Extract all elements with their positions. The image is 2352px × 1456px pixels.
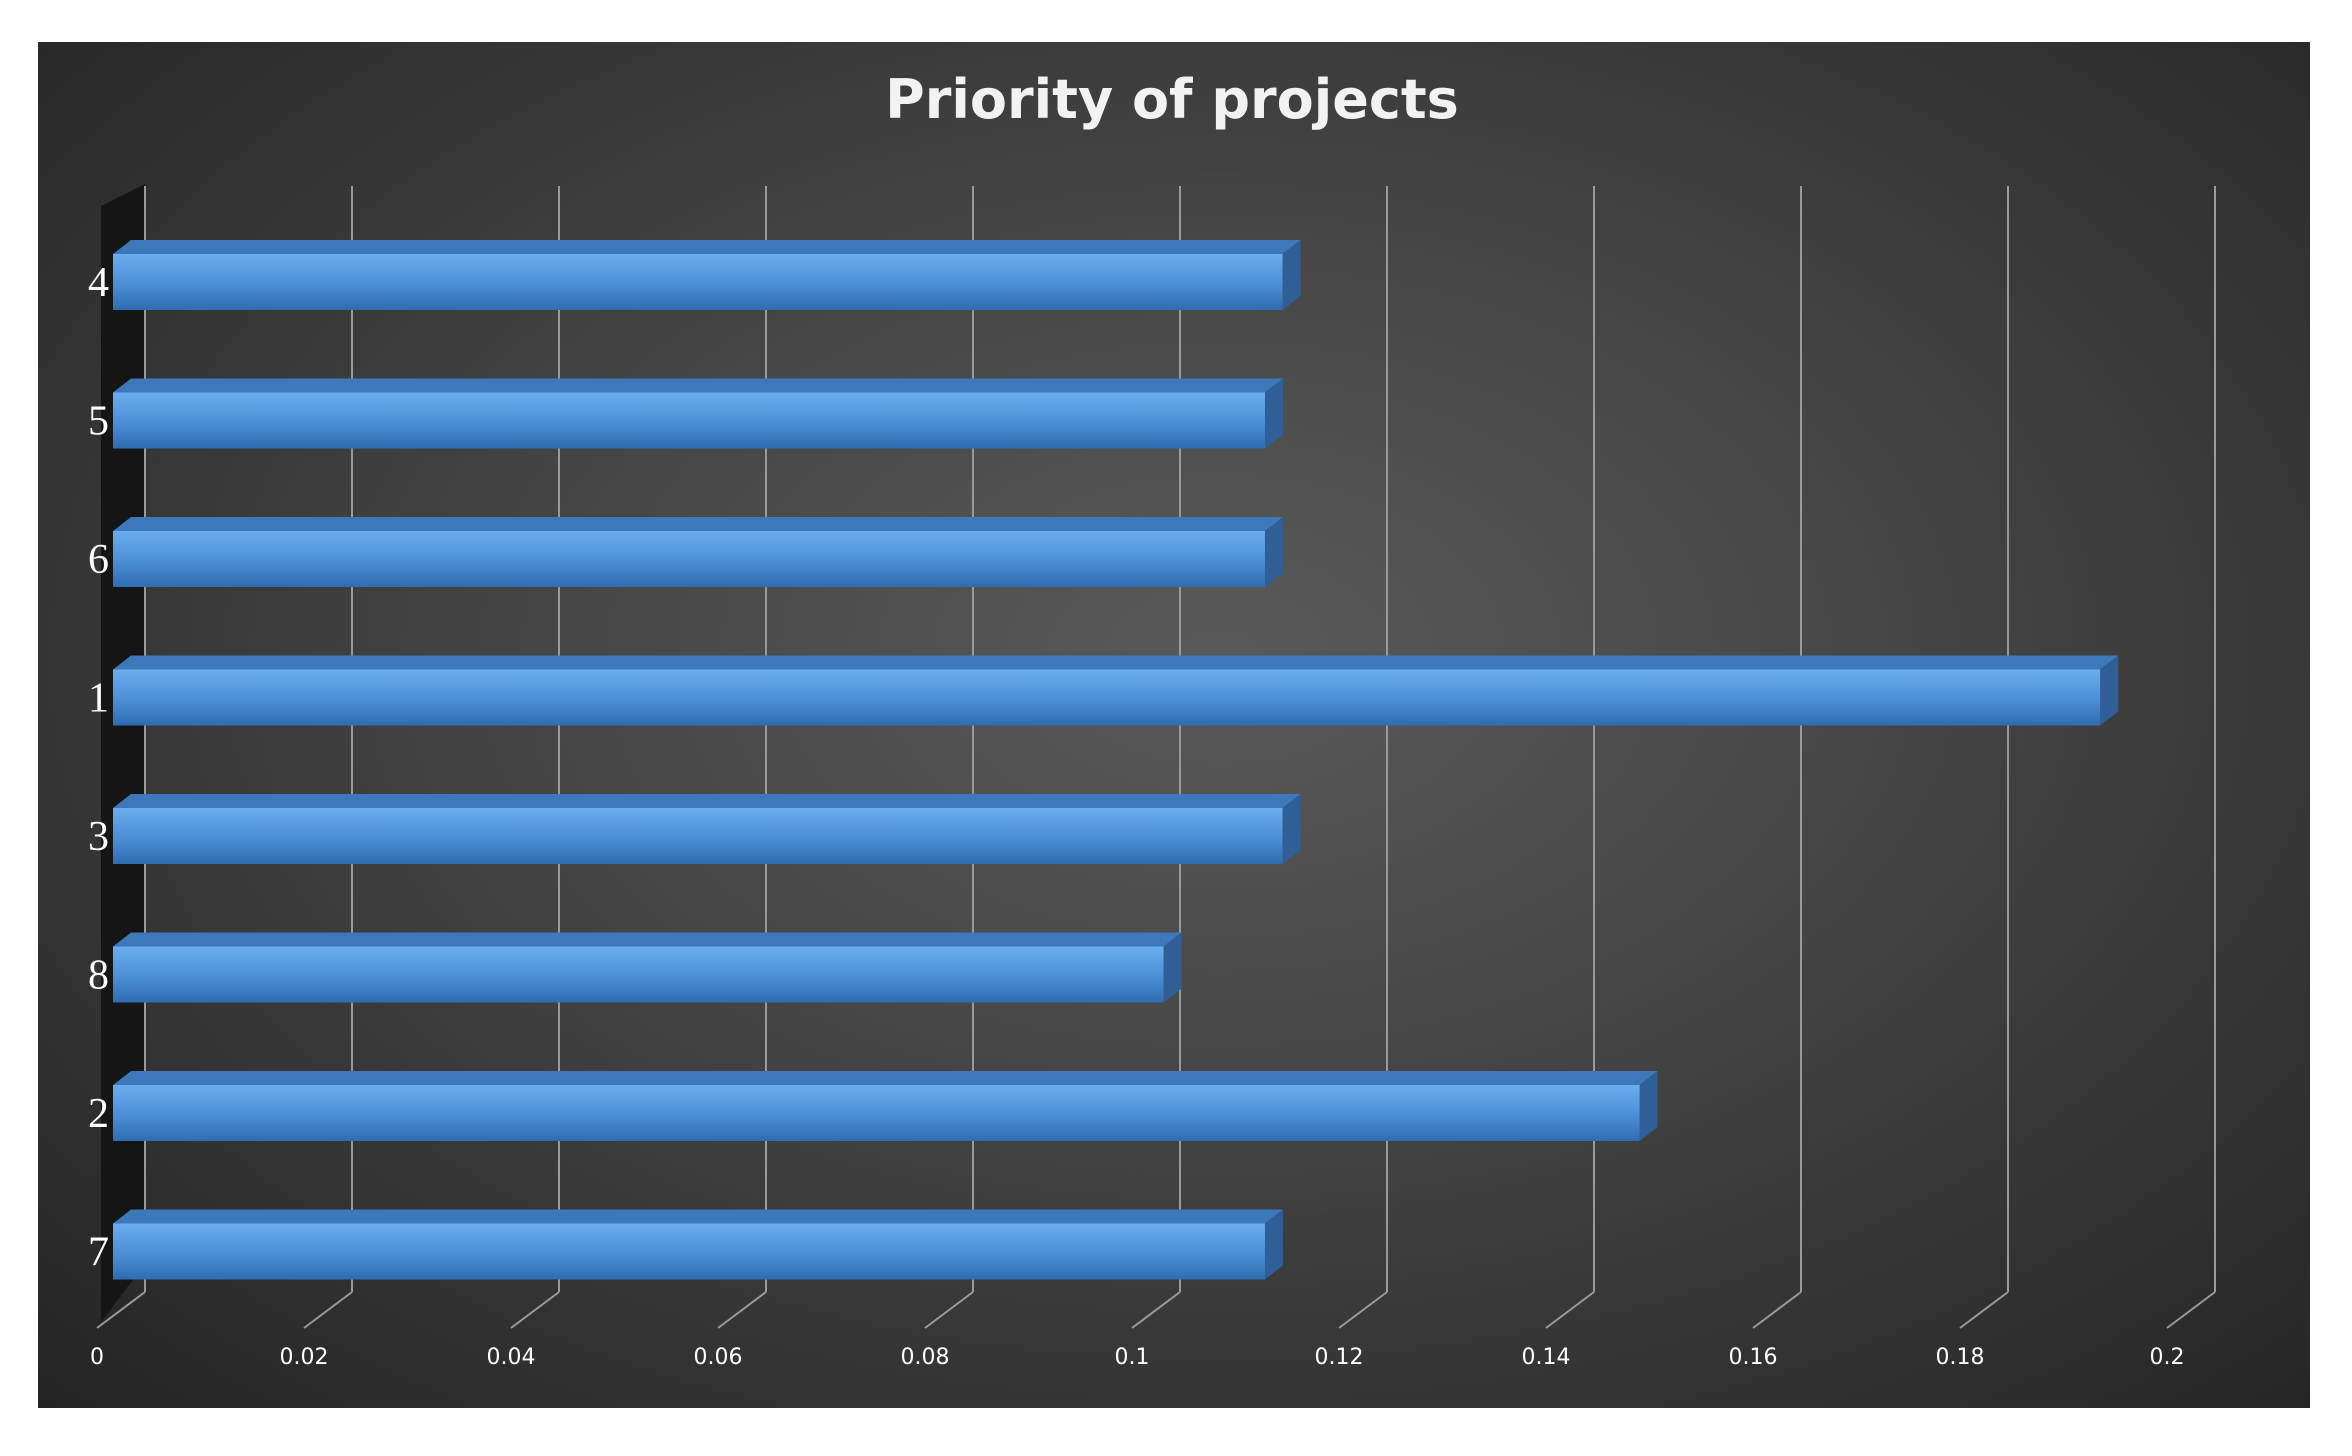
x-tick-label: 0.12 <box>1315 1345 1364 1370</box>
bar-side-face <box>1282 794 1301 864</box>
bar-top-face <box>113 794 1301 808</box>
bar-front-face <box>113 946 1164 1003</box>
bar-side-face <box>1282 240 1301 310</box>
x-tick-label: 0.02 <box>280 1345 329 1370</box>
bar <box>113 378 1283 449</box>
grid-floor-line <box>1338 1291 1388 1329</box>
bar <box>113 932 1182 1003</box>
chart-title: Priority of projects <box>885 68 1459 131</box>
bar-side-face <box>1639 1071 1658 1141</box>
bar <box>113 240 1301 310</box>
bar-top-face <box>113 517 1283 531</box>
bar <box>113 655 2119 726</box>
bar-front-face <box>113 669 2101 726</box>
bar-side-face <box>1264 1209 1283 1280</box>
x-tick-label: 0.2 <box>2150 1345 2185 1370</box>
grid-floor-line <box>1131 1291 1181 1329</box>
bar-top-face <box>113 240 1301 254</box>
category-label: 6 <box>88 537 109 583</box>
bar-front-face <box>113 808 1283 864</box>
x-tick-label: 0.06 <box>694 1345 743 1370</box>
category-label: 1 <box>88 676 109 722</box>
x-tick-label: 0.08 <box>901 1345 950 1370</box>
bar-front-face <box>113 1085 1640 1141</box>
bar-side-face <box>1264 517 1283 587</box>
x-tick-label: 0.16 <box>1729 1345 1778 1370</box>
category-label: 2 <box>88 1091 109 1137</box>
grid-floor-line <box>1959 1291 2009 1329</box>
bar-front-face <box>113 254 1283 310</box>
bars <box>113 240 2119 1280</box>
category-label: 8 <box>88 953 109 999</box>
side-wall <box>101 184 145 1322</box>
category-label: 5 <box>88 399 109 445</box>
bar-side-face <box>1163 932 1182 1003</box>
grid-floor-line <box>924 1291 974 1329</box>
bar-top-face <box>113 1071 1658 1085</box>
bar <box>113 1071 1658 1141</box>
bar <box>113 517 1283 587</box>
bar-front-face <box>113 531 1265 587</box>
x-tick-label: 0 <box>90 1345 104 1370</box>
category-labels: 4 5 6 1 3 8 2 7 <box>88 260 109 1276</box>
grid-floor-line <box>303 1291 353 1329</box>
grid-floor-line <box>2166 1291 2216 1329</box>
bar-side-face <box>1264 378 1283 449</box>
bar-side-face <box>2100 655 2119 726</box>
grid-floor-line <box>96 1291 146 1329</box>
grid-floor-line <box>1752 1291 1802 1329</box>
bar-top-face <box>113 655 2119 670</box>
x-axis-tick-labels: 0 0.02 0.04 0.06 0.08 0.1 0.12 0.14 0.16 0.18 0.2 <box>90 1345 2185 1370</box>
bar-front-face <box>113 392 1265 449</box>
x-tick-label: 0.14 <box>1522 1345 1571 1370</box>
bar-front-face <box>113 1223 1265 1280</box>
bar-top-face <box>113 932 1182 947</box>
bar-top-face <box>113 378 1283 393</box>
category-label: 4 <box>88 260 109 306</box>
gridlines <box>96 184 2216 1329</box>
bar <box>113 1209 1283 1280</box>
category-label: 7 <box>88 1230 109 1276</box>
grid-floor-line <box>717 1291 767 1329</box>
x-tick-label: 0.1 <box>1115 1345 1150 1370</box>
x-tick-label: 0.04 <box>487 1345 536 1370</box>
category-label: 3 <box>88 814 109 860</box>
bar <box>113 794 1301 864</box>
bar-top-face <box>113 1209 1283 1224</box>
grid-floor-line <box>510 1291 560 1329</box>
x-tick-label: 0.18 <box>1936 1345 1985 1370</box>
grid-floor-line <box>1545 1291 1595 1329</box>
